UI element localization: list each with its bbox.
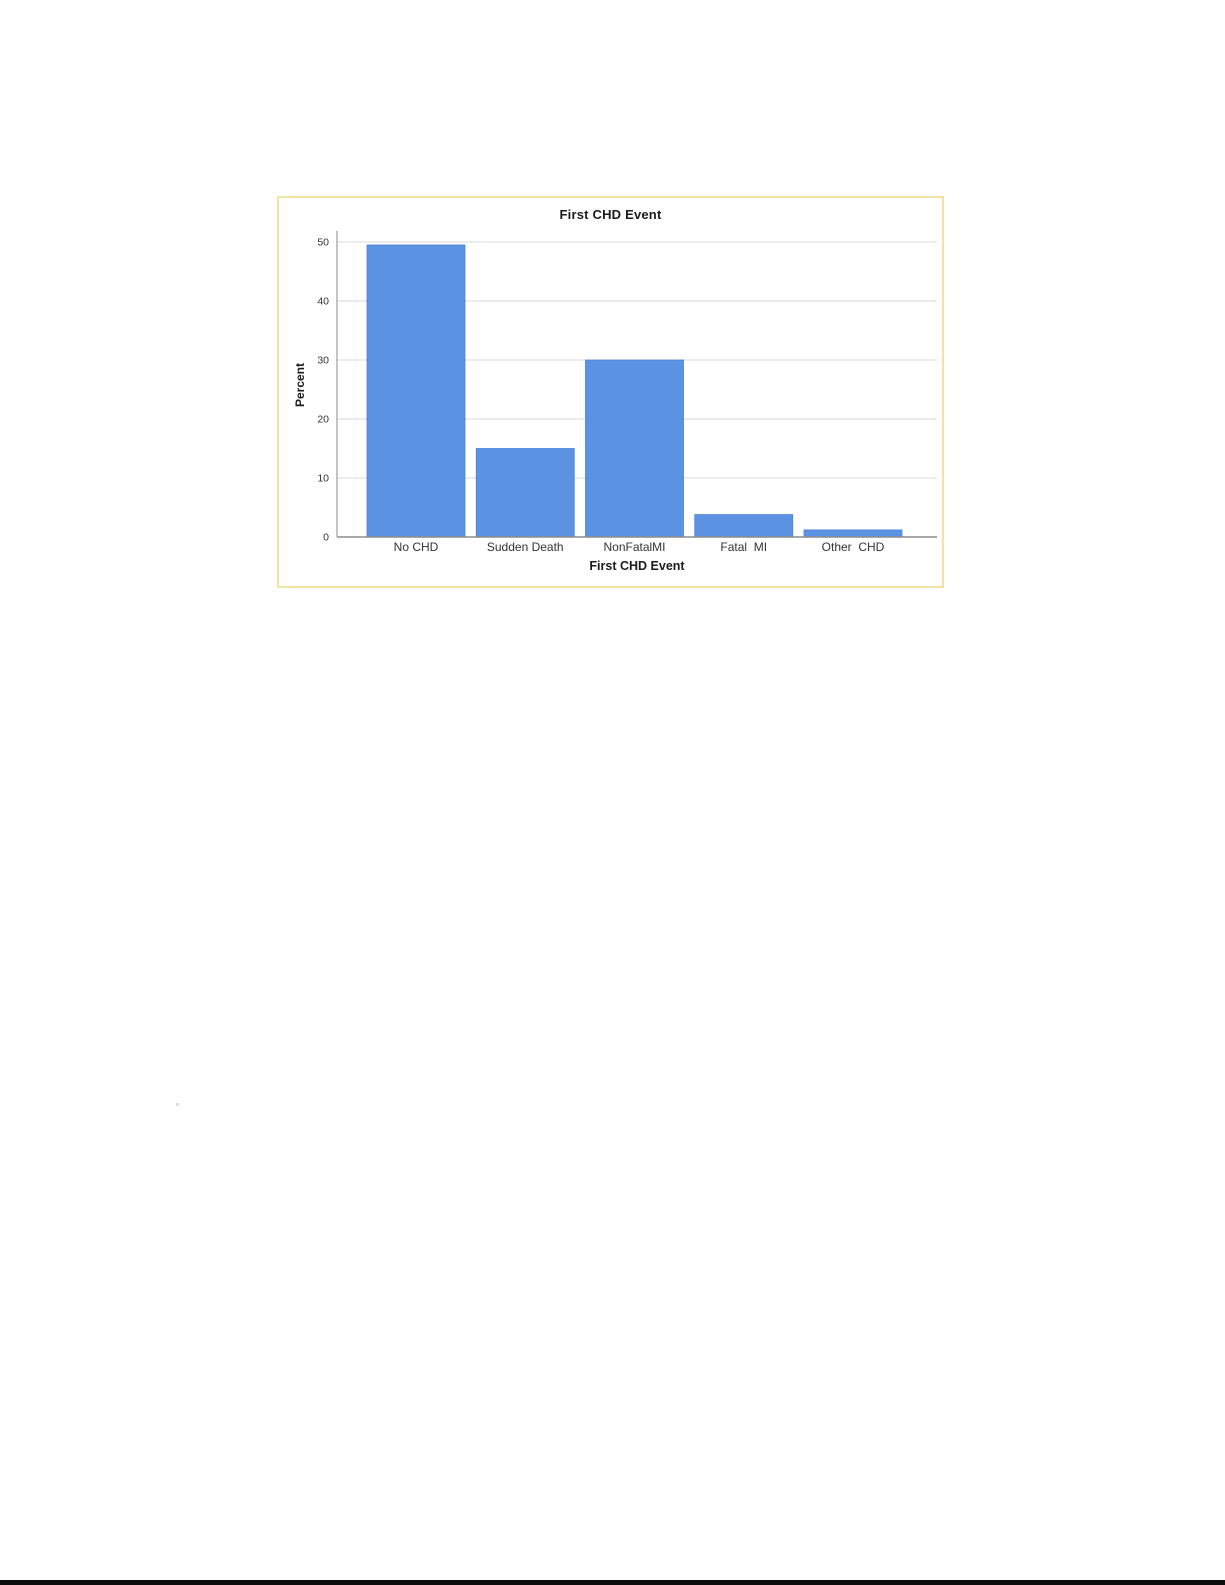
y-tick-label: 0 — [323, 532, 329, 544]
bar — [366, 244, 466, 538]
x-tick-label: NonFatalMI — [603, 540, 665, 554]
x-axis-title: First CHD Event — [589, 559, 685, 573]
footer-bar — [0, 1580, 1225, 1585]
x-tick-label: No CHD — [394, 540, 439, 554]
chart-title: First CHD Event — [559, 207, 662, 222]
bar — [694, 514, 794, 538]
x-tick-label: Other CHD — [822, 540, 885, 554]
y-tick-label: 40 — [317, 296, 329, 308]
y-tick-label: 50 — [317, 237, 329, 249]
bar — [475, 448, 575, 538]
bar-chart-plot: 0 10 20 30 40 50 No CHD Sudden Death NonFatalMI F… — [317, 231, 937, 554]
stray-mark — [176, 1103, 179, 1106]
x-tick-label: Fatal MI — [720, 540, 767, 554]
x-tick-label: Sudden Death — [487, 540, 564, 554]
bar — [585, 359, 684, 538]
y-tick-label: 10 — [317, 473, 329, 485]
y-tick-label: 30 — [317, 355, 329, 367]
bar — [803, 529, 903, 538]
y-tick-label: 20 — [317, 414, 329, 426]
chart-card: First CHD Event Percent 0 10 20 30 40 50 No CH… — [277, 196, 944, 588]
